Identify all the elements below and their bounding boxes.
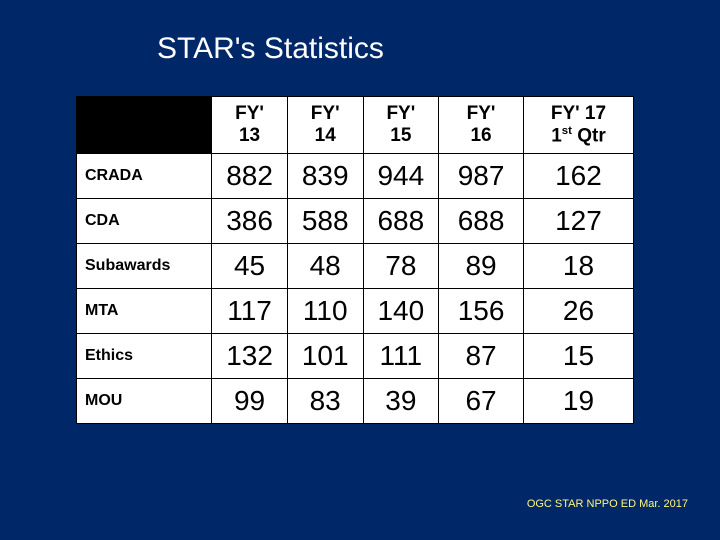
cell: 15	[523, 334, 633, 379]
cell: 127	[523, 199, 633, 244]
page-title: STAR's Statistics	[157, 32, 384, 66]
row-label: MTA	[77, 289, 212, 334]
cell: 117	[212, 289, 288, 334]
cell: 140	[363, 289, 439, 334]
col-head-fy13: FY'13	[212, 97, 288, 154]
table-row: CRADA 882 839 944 987 162	[77, 154, 634, 199]
cell: 111	[363, 334, 439, 379]
table-corner-cell	[77, 97, 212, 154]
cell: 78	[363, 244, 439, 289]
col-head-fy16: FY'16	[439, 97, 524, 154]
table-row: Ethics 132 101 111 87 15	[77, 334, 634, 379]
cell: 110	[287, 289, 363, 334]
cell: 48	[287, 244, 363, 289]
cell: 89	[439, 244, 524, 289]
row-label: MOU	[77, 379, 212, 424]
cell: 101	[287, 334, 363, 379]
stats-table-container: FY'13 FY'14 FY'15 FY'16 FY' 171st Qtr CR…	[76, 96, 634, 424]
cell: 882	[212, 154, 288, 199]
row-label: CRADA	[77, 154, 212, 199]
table-body: CRADA 882 839 944 987 162 CDA 386 588 68…	[77, 154, 634, 424]
footer-text: OGC STAR NPPO ED Mar. 2017	[527, 498, 688, 510]
table-row: Subawards 45 48 78 89 18	[77, 244, 634, 289]
cell: 588	[287, 199, 363, 244]
cell: 987	[439, 154, 524, 199]
cell: 83	[287, 379, 363, 424]
cell: 19	[523, 379, 633, 424]
cell: 162	[523, 154, 633, 199]
cell: 39	[363, 379, 439, 424]
cell: 156	[439, 289, 524, 334]
col-head-fy14: FY'14	[287, 97, 363, 154]
table-row: MTA 117 110 140 156 26	[77, 289, 634, 334]
cell: 944	[363, 154, 439, 199]
cell: 26	[523, 289, 633, 334]
row-label: Subawards	[77, 244, 212, 289]
table-header-row: FY'13 FY'14 FY'15 FY'16 FY' 171st Qtr	[77, 97, 634, 154]
col-head-fy15: FY'15	[363, 97, 439, 154]
cell: 839	[287, 154, 363, 199]
table-row: CDA 386 588 688 688 127	[77, 199, 634, 244]
row-label: Ethics	[77, 334, 212, 379]
cell: 87	[439, 334, 524, 379]
cell: 688	[439, 199, 524, 244]
cell: 132	[212, 334, 288, 379]
col-head-fy17q1: FY' 171st Qtr	[523, 97, 633, 154]
cell: 45	[212, 244, 288, 289]
row-label: CDA	[77, 199, 212, 244]
cell: 18	[523, 244, 633, 289]
stats-table: FY'13 FY'14 FY'15 FY'16 FY' 171st Qtr CR…	[76, 96, 634, 424]
cell: 386	[212, 199, 288, 244]
table-row: MOU 99 83 39 67 19	[77, 379, 634, 424]
cell: 688	[363, 199, 439, 244]
cell: 99	[212, 379, 288, 424]
cell: 67	[439, 379, 524, 424]
